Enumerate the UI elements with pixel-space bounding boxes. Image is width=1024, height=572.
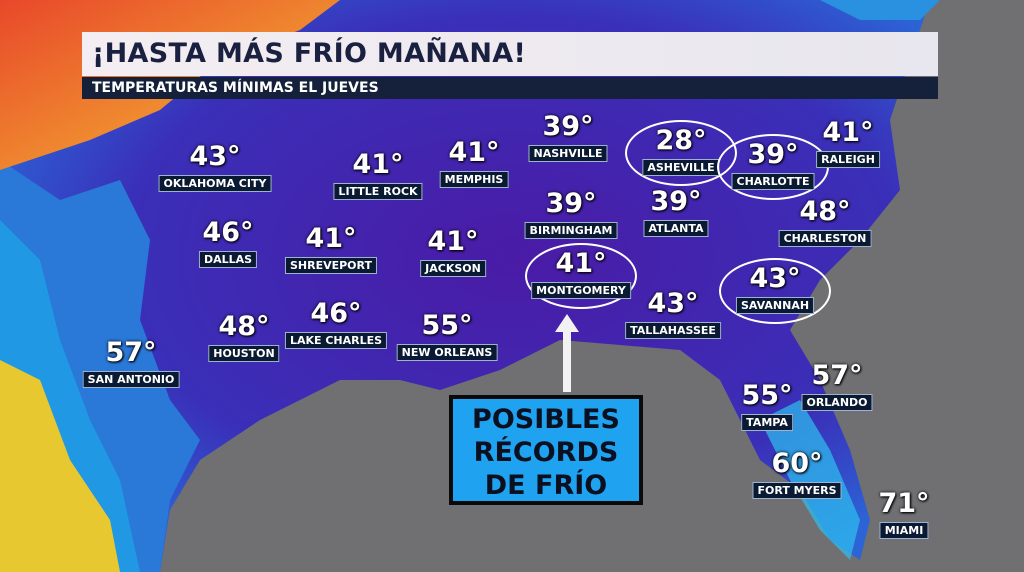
city-temperature: 55°	[421, 310, 473, 341]
city-temperature: 48°	[218, 311, 270, 342]
city-marker: 46° LAKE CHARLES	[284, 298, 388, 349]
subheadline: TEMPERATURAS MÍNIMAS EL JUEVES	[82, 77, 938, 99]
city-name: FORT MYERS	[752, 482, 842, 499]
city-temperature: 39°	[650, 186, 702, 217]
city-temperature: 57°	[105, 337, 157, 368]
city-name: ORLANDO	[801, 394, 873, 411]
arrow-shaft	[563, 330, 571, 392]
highlight-circle	[525, 243, 637, 309]
city-marker: 43° OKLAHOMA CITY	[158, 141, 272, 192]
city-temperature: 60°	[771, 448, 823, 479]
city-name: DALLAS	[198, 251, 258, 268]
city-name: MEMPHIS	[439, 171, 509, 188]
city-temperature: 41°	[427, 226, 479, 257]
city-temperature: 43°	[647, 288, 699, 319]
city-marker: 28° ASHEVILLE	[642, 125, 720, 176]
city-marker: 48° CHARLESTON	[778, 196, 872, 247]
callout-line: RÉCORDS	[473, 437, 619, 468]
city-name: CHARLOTTE	[731, 173, 815, 190]
city-name: JACKSON	[420, 260, 486, 277]
header-banner: ¡HASTA MÁS FRÍO MAÑANA! TEMPERATURAS MÍN…	[82, 32, 938, 99]
city-name: CHARLESTON	[778, 230, 872, 247]
city-name: MONTGOMERY	[531, 282, 631, 299]
city-marker: 55° TAMPA	[741, 381, 793, 431]
city-name: RALEIGH	[816, 151, 880, 168]
city-name: TALLAHASSEE	[625, 322, 721, 339]
city-name: BIRMINGHAM	[524, 222, 618, 239]
city-name: LITTLE ROCK	[333, 183, 423, 200]
city-temperature: 43°	[749, 263, 801, 294]
city-marker: 57° SAN ANTONIO	[82, 337, 180, 388]
city-temperature: 28°	[655, 125, 707, 156]
city-marker: 39° NASHVILLE	[528, 111, 608, 162]
city-marker: 43° TALLAHASSEE	[625, 289, 721, 339]
city-marker: 55° NEW ORLEANS	[396, 310, 498, 361]
arrow-up-icon	[555, 314, 579, 332]
city-name: OKLAHOMA CITY	[158, 175, 272, 192]
headline: ¡HASTA MÁS FRÍO MAÑANA!	[82, 32, 938, 76]
city-temperature: 48°	[799, 196, 851, 227]
record-cold-callout: POSIBLES RÉCORDS DE FRÍO	[449, 395, 643, 505]
city-temperature: 71°	[878, 488, 930, 519]
city-temperature: 41°	[822, 117, 874, 148]
city-name: NASHVILLE	[528, 145, 608, 162]
city-name: ASHEVILLE	[642, 159, 720, 176]
city-marker: 71° MIAMI	[878, 488, 930, 539]
city-name: ATLANTA	[643, 220, 709, 237]
city-marker: 48° HOUSTON	[208, 311, 280, 362]
city-marker: 46° DALLAS	[198, 217, 258, 268]
highlight-circle	[719, 258, 831, 324]
city-temperature: 46°	[202, 217, 254, 248]
city-marker: 41° MEMPHIS	[439, 137, 509, 188]
city-temperature: 39°	[747, 139, 799, 170]
city-temperature: 39°	[542, 111, 594, 142]
city-temperature: 41°	[305, 223, 357, 254]
city-marker: 41° JACKSON	[420, 227, 486, 277]
city-marker: 41° SHREVEPORT	[284, 223, 378, 274]
city-marker: 43° SAVANNAH	[735, 263, 815, 314]
city-name: LAKE CHARLES	[284, 332, 388, 349]
city-marker: 39° CHARLOTTE	[731, 139, 815, 190]
city-temperature: 55°	[741, 380, 793, 411]
callout-line: POSIBLES	[472, 404, 620, 435]
city-temperature: 41°	[352, 149, 404, 180]
city-marker: 60° FORT MYERS	[752, 448, 842, 499]
callout-line: DE FRÍO	[484, 470, 608, 501]
city-marker: 57° ORLANDO	[801, 360, 873, 411]
city-temperature: 41°	[555, 248, 607, 279]
city-temperature: 43°	[189, 141, 241, 172]
city-marker: 41° MONTGOMERY	[531, 249, 631, 299]
city-temperature: 41°	[448, 137, 500, 168]
city-temperature: 57°	[811, 360, 863, 391]
city-name: HOUSTON	[208, 345, 280, 362]
city-marker: 39° ATLANTA	[643, 186, 709, 237]
city-name: TAMPA	[741, 414, 793, 431]
city-name: SAN ANTONIO	[82, 371, 180, 388]
city-marker: 39° BIRMINGHAM	[524, 188, 618, 239]
city-name: SAVANNAH	[735, 297, 815, 314]
city-marker: 41° LITTLE ROCK	[333, 149, 423, 200]
city-temperature: 39°	[545, 188, 597, 219]
city-name: SHREVEPORT	[284, 257, 378, 274]
city-name: MIAMI	[879, 522, 929, 539]
city-name: NEW ORLEANS	[396, 344, 498, 361]
city-marker: 41° RALEIGH	[816, 118, 880, 168]
city-temperature: 46°	[310, 298, 362, 329]
